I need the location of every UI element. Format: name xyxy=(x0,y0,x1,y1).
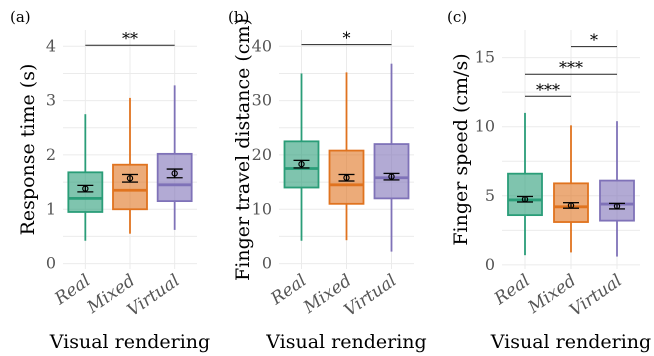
x-axis-label: Visual rendering xyxy=(265,331,426,353)
y-tick-label: 0 xyxy=(485,255,495,274)
x-axis-label: Visual rendering xyxy=(49,331,210,353)
y-tick-label: 20 xyxy=(252,145,272,164)
mean-point xyxy=(613,202,621,210)
significance-label: * xyxy=(590,31,598,50)
box-virtual xyxy=(599,121,635,257)
y-tick-label: 0 xyxy=(46,254,56,273)
mean-point xyxy=(171,170,178,177)
mean-point xyxy=(298,160,305,168)
y-tick-label: 40 xyxy=(252,36,272,55)
box-real xyxy=(67,114,104,241)
mean-point xyxy=(82,185,89,192)
y-axis-label: Finger travel distance (cm) xyxy=(232,18,254,281)
x-tick-label: Virtual xyxy=(124,271,184,321)
x-tick-label: Virtual xyxy=(566,271,626,321)
y-tick-label: 4 xyxy=(46,36,56,55)
y-tick-label: 10 xyxy=(475,117,495,136)
box-real xyxy=(283,73,320,241)
y-axis-label: Finger speed (cm/s) xyxy=(450,53,472,245)
iqr-box xyxy=(373,143,410,200)
box-virtual xyxy=(156,85,193,230)
mean-point xyxy=(343,174,350,181)
y-tick-label: 5 xyxy=(485,186,495,205)
mean-point xyxy=(567,202,575,209)
iqr-box xyxy=(599,179,635,222)
y-tick-label: 10 xyxy=(252,199,272,218)
box-mixed xyxy=(112,97,148,234)
box-virtual xyxy=(373,63,410,252)
x-axis-label: Visual rendering xyxy=(490,331,651,353)
panel-label: (b) xyxy=(228,8,249,26)
significance-label: *** xyxy=(559,58,583,77)
y-axis-label: Response time (s) xyxy=(17,64,39,236)
panel-label: (c) xyxy=(447,8,467,26)
y-tick-label: 2 xyxy=(46,145,56,164)
y-tick-label: 3 xyxy=(46,91,56,110)
mean-point xyxy=(521,196,529,203)
iqr-box xyxy=(507,172,543,217)
y-tick-label: 15 xyxy=(475,48,495,67)
panel-label: (a) xyxy=(10,8,31,26)
significance-label: *** xyxy=(536,80,560,99)
significance-label: ** xyxy=(122,29,138,48)
mean-point xyxy=(126,175,134,182)
box-real xyxy=(507,112,543,256)
significance-label: * xyxy=(343,29,351,48)
y-tick-label: 30 xyxy=(252,91,272,110)
iqr-box xyxy=(112,163,148,211)
x-tick-label: Virtual xyxy=(341,271,401,321)
y-tick-label: 1 xyxy=(46,199,56,218)
box-mixed xyxy=(328,72,365,241)
y-tick-label: 0 xyxy=(262,254,272,273)
box-mixed xyxy=(553,125,589,253)
mean-point xyxy=(388,173,395,180)
